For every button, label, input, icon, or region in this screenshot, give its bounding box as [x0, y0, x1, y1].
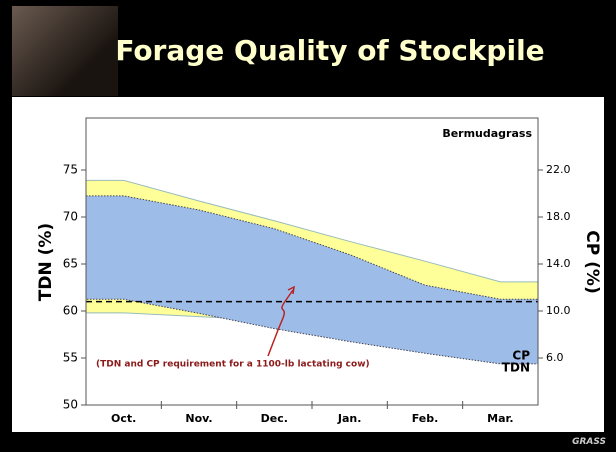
decoration: [12, 6, 118, 96]
y-tick-label: 70: [63, 210, 78, 224]
annotation: (TDN and CP requirement for a 1100-lb la…: [96, 360, 370, 370]
y-tick-label: 75: [63, 163, 78, 177]
plot: [85, 179, 539, 365]
y-tick-label: 65: [63, 257, 78, 271]
slide-title: Forage Quality of Stockpile: [115, 34, 545, 67]
arrow: [267, 289, 294, 357]
y2-tick-label: 6.0: [546, 351, 564, 364]
y-axis-label: TDN (%): [36, 223, 56, 301]
y2-tick-label: 14.0: [546, 257, 571, 270]
x-tick-label: Jan.: [337, 412, 362, 425]
y2-tick-label: 18.0: [546, 210, 571, 223]
arrow-head: [287, 285, 295, 295]
y2-axis-label: CP (%): [582, 230, 602, 293]
y-tick-label: 55: [63, 351, 78, 365]
y-tick-label: 50: [63, 398, 78, 412]
series-label: CP: [512, 348, 530, 362]
chart-subtitle: Bermudagrass: [442, 127, 532, 140]
x-tick-label: Oct.: [111, 412, 136, 425]
y2-tick-label: 10.0: [546, 304, 571, 317]
x-tick-label: Mar.: [487, 412, 513, 425]
y-tick-label: 60: [63, 304, 78, 318]
x-tick-label: Nov.: [185, 412, 212, 425]
y2-tick-label: 22.0: [546, 163, 571, 176]
logo: GRASS: [572, 437, 606, 447]
series-label: TDN: [502, 361, 530, 375]
x-tick-label: Feb.: [412, 412, 439, 425]
x-tick-label: Dec.: [261, 412, 288, 425]
